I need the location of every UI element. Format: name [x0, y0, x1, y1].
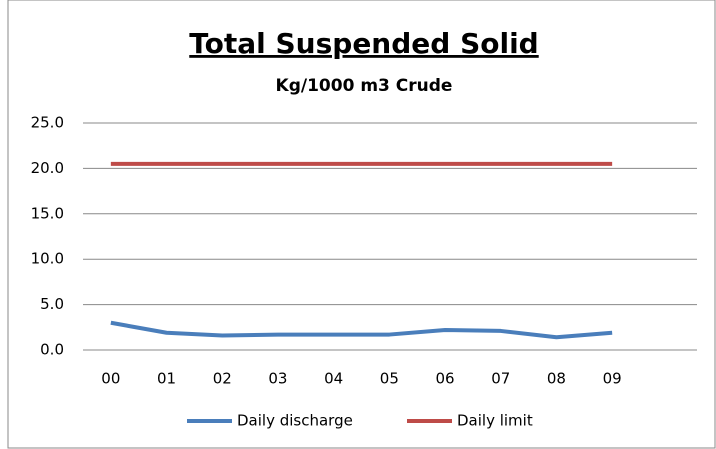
x-tick-label: 06	[436, 370, 455, 388]
y-tick-label: 5.0	[40, 295, 64, 313]
x-tick-label: 05	[380, 370, 399, 388]
x-tick-label: 07	[491, 370, 510, 388]
chart-title: Total Suspended Solid	[189, 27, 538, 60]
x-tick-label: 03	[268, 370, 287, 388]
x-tick-label: 08	[547, 370, 566, 388]
series-line	[110, 320, 613, 340]
y-tick-label: 10.0	[31, 250, 64, 268]
x-tick-label: 01	[157, 370, 176, 388]
x-tick-label: 04	[324, 370, 343, 388]
y-tick-label: 15.0	[31, 204, 64, 222]
x-tick-label: 00	[101, 370, 120, 388]
chart-frame	[7, 0, 716, 449]
y-tick-label: 20.0	[31, 159, 64, 177]
x-tick-label: 02	[213, 370, 232, 388]
legend-label: Daily discharge	[237, 412, 353, 430]
x-tick-label: 09	[603, 370, 622, 388]
y-tick-label: 0.0	[40, 341, 64, 359]
y-tick-label: 25.0	[31, 114, 64, 132]
legend-label: Daily limit	[457, 412, 533, 430]
chart-subtitle: Kg/1000 m3 Crude	[276, 76, 453, 96]
